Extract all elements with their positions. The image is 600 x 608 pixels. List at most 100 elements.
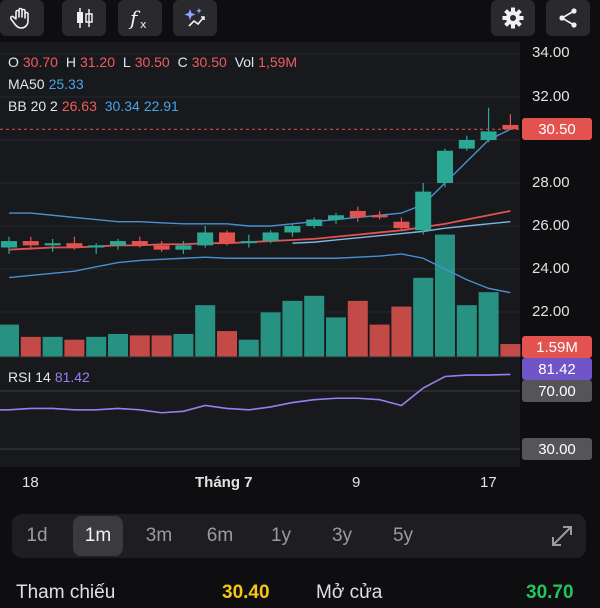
candle-body bbox=[458, 140, 475, 149]
volume-bar bbox=[347, 300, 368, 357]
volume-bar bbox=[173, 333, 194, 357]
candle-body bbox=[88, 245, 105, 248]
gear-icon bbox=[502, 7, 524, 29]
indicators-button[interactable]: f x bbox=[118, 0, 162, 36]
y-tick: 32.00 bbox=[532, 88, 570, 105]
volume-bar bbox=[435, 234, 455, 357]
reference-price-value: 30.40 bbox=[222, 582, 270, 603]
candle-body bbox=[393, 221, 410, 229]
y-tick: 26.00 bbox=[532, 217, 570, 234]
volume-bar bbox=[369, 324, 390, 357]
low-value: 30.50 bbox=[134, 54, 170, 70]
y-tick: 34.00 bbox=[532, 44, 570, 61]
open-price-label: Mở cửa bbox=[316, 582, 383, 603]
x-tick-month: Tháng 7 bbox=[195, 474, 253, 491]
candle-body bbox=[22, 241, 39, 246]
range-selector: 1d 1m 3m 6m 1y 3y 5y bbox=[12, 514, 586, 558]
ma-value: 25.33 bbox=[48, 76, 84, 92]
candle-body bbox=[284, 226, 301, 233]
candle-body bbox=[349, 210, 366, 218]
bb-label: BB 20 2 bbox=[8, 98, 58, 114]
volume-bar bbox=[20, 336, 41, 357]
chart-toolbar: f x bbox=[0, 0, 600, 40]
high-label: H bbox=[65, 54, 76, 70]
candle-body bbox=[1, 241, 17, 248]
volume-bar bbox=[217, 331, 237, 357]
ma-label: MA50 bbox=[8, 76, 45, 92]
rsi-label: RSI 14 bbox=[8, 369, 51, 385]
drawing-tools-button[interactable] bbox=[173, 0, 217, 36]
range-tab-1y[interactable]: 1y bbox=[270, 525, 292, 546]
volume-bar bbox=[151, 335, 172, 357]
volume-bar bbox=[195, 305, 216, 357]
hand-tool-button[interactable] bbox=[0, 0, 44, 36]
function-icon: f x bbox=[128, 6, 147, 31]
rsi-legend: RSI 14 81.42 bbox=[8, 369, 94, 385]
volume-bar bbox=[456, 305, 477, 357]
candle-body bbox=[306, 219, 323, 226]
candle-body bbox=[415, 191, 432, 231]
range-tab-3y[interactable]: 3y bbox=[331, 525, 353, 546]
candle-body bbox=[502, 124, 519, 130]
range-tab-5y[interactable]: 5y bbox=[392, 525, 414, 546]
volume-bar bbox=[260, 312, 281, 357]
x-tick: 17 bbox=[480, 474, 497, 491]
rsi-upper-level-tag: 70.00 bbox=[522, 380, 592, 402]
chart-plot-background bbox=[0, 42, 520, 467]
candle-body bbox=[44, 243, 61, 246]
reference-price-label: Tham chiếu bbox=[16, 582, 116, 603]
hand-icon bbox=[9, 7, 29, 29]
settings-button[interactable] bbox=[491, 0, 535, 36]
rsi-value-tag: 81.42 bbox=[522, 358, 592, 380]
x-tick: 18 bbox=[22, 474, 39, 491]
x-tick: 9 bbox=[352, 474, 361, 491]
chart-area[interactable]: O 30.70 H 31.20 L 30.50 C 30.50 Vol 1,59M MA5… bbox=[0, 42, 600, 467]
candle-body bbox=[262, 232, 279, 242]
rsi-lower-level-tag: 30.00 bbox=[522, 438, 592, 460]
bb-lower-value: 22.91 bbox=[143, 98, 179, 114]
chart-type-button[interactable] bbox=[62, 0, 106, 36]
range-tab-6m[interactable]: 6m bbox=[206, 525, 234, 546]
quote-summary-row: Tham chiếu 30.40 Mở cửa 30.70 bbox=[0, 578, 600, 608]
bb-upper-value: 26.63 bbox=[61, 98, 97, 114]
volume-bar bbox=[42, 336, 63, 357]
price-chart bbox=[0, 53, 521, 450]
volume-bar bbox=[326, 317, 346, 357]
candle-body bbox=[219, 232, 235, 244]
volume-tag: 1.59M bbox=[522, 336, 592, 358]
volume-label: Vol bbox=[234, 54, 255, 70]
bb-upper-line bbox=[9, 128, 511, 227]
range-tab-1d[interactable]: 1d bbox=[26, 525, 48, 546]
volume-bar bbox=[413, 277, 434, 357]
volume-bar bbox=[129, 335, 150, 357]
volume-bar bbox=[391, 306, 412, 357]
low-label: L bbox=[122, 54, 131, 70]
ma-legend: MA50 25.33 bbox=[8, 76, 88, 92]
bb-legend: BB 20 2 26.63 30.34 22.91 bbox=[8, 98, 183, 114]
svg-text:x: x bbox=[140, 18, 147, 31]
volume-bar bbox=[478, 292, 499, 357]
candle-body bbox=[371, 215, 388, 218]
range-tab-1m[interactable]: 1m bbox=[73, 516, 123, 556]
volume-bar bbox=[108, 333, 128, 357]
open-label: O bbox=[8, 54, 19, 70]
volume-value: 1,59M bbox=[258, 54, 298, 70]
high-value: 31.20 bbox=[79, 54, 115, 70]
expand-icon[interactable] bbox=[548, 522, 576, 550]
volume-bar bbox=[0, 324, 19, 357]
candlestick-icon bbox=[77, 8, 93, 28]
candle-body bbox=[175, 245, 192, 250]
volume-bar bbox=[500, 344, 521, 357]
volume-bar bbox=[304, 295, 325, 357]
candle-body bbox=[328, 215, 344, 220]
volume-bar bbox=[282, 300, 303, 357]
range-tab-3m[interactable]: 3m bbox=[145, 525, 173, 546]
candle-body bbox=[110, 241, 126, 246]
y-tick: 28.00 bbox=[532, 174, 570, 191]
last-price-tag: 30.50 bbox=[522, 118, 592, 140]
candle-body bbox=[131, 241, 148, 246]
volume-bar bbox=[86, 336, 107, 357]
x-axis: 18 Tháng 7 9 17 bbox=[0, 468, 600, 498]
candle-body bbox=[153, 245, 170, 250]
share-button[interactable] bbox=[546, 0, 590, 36]
